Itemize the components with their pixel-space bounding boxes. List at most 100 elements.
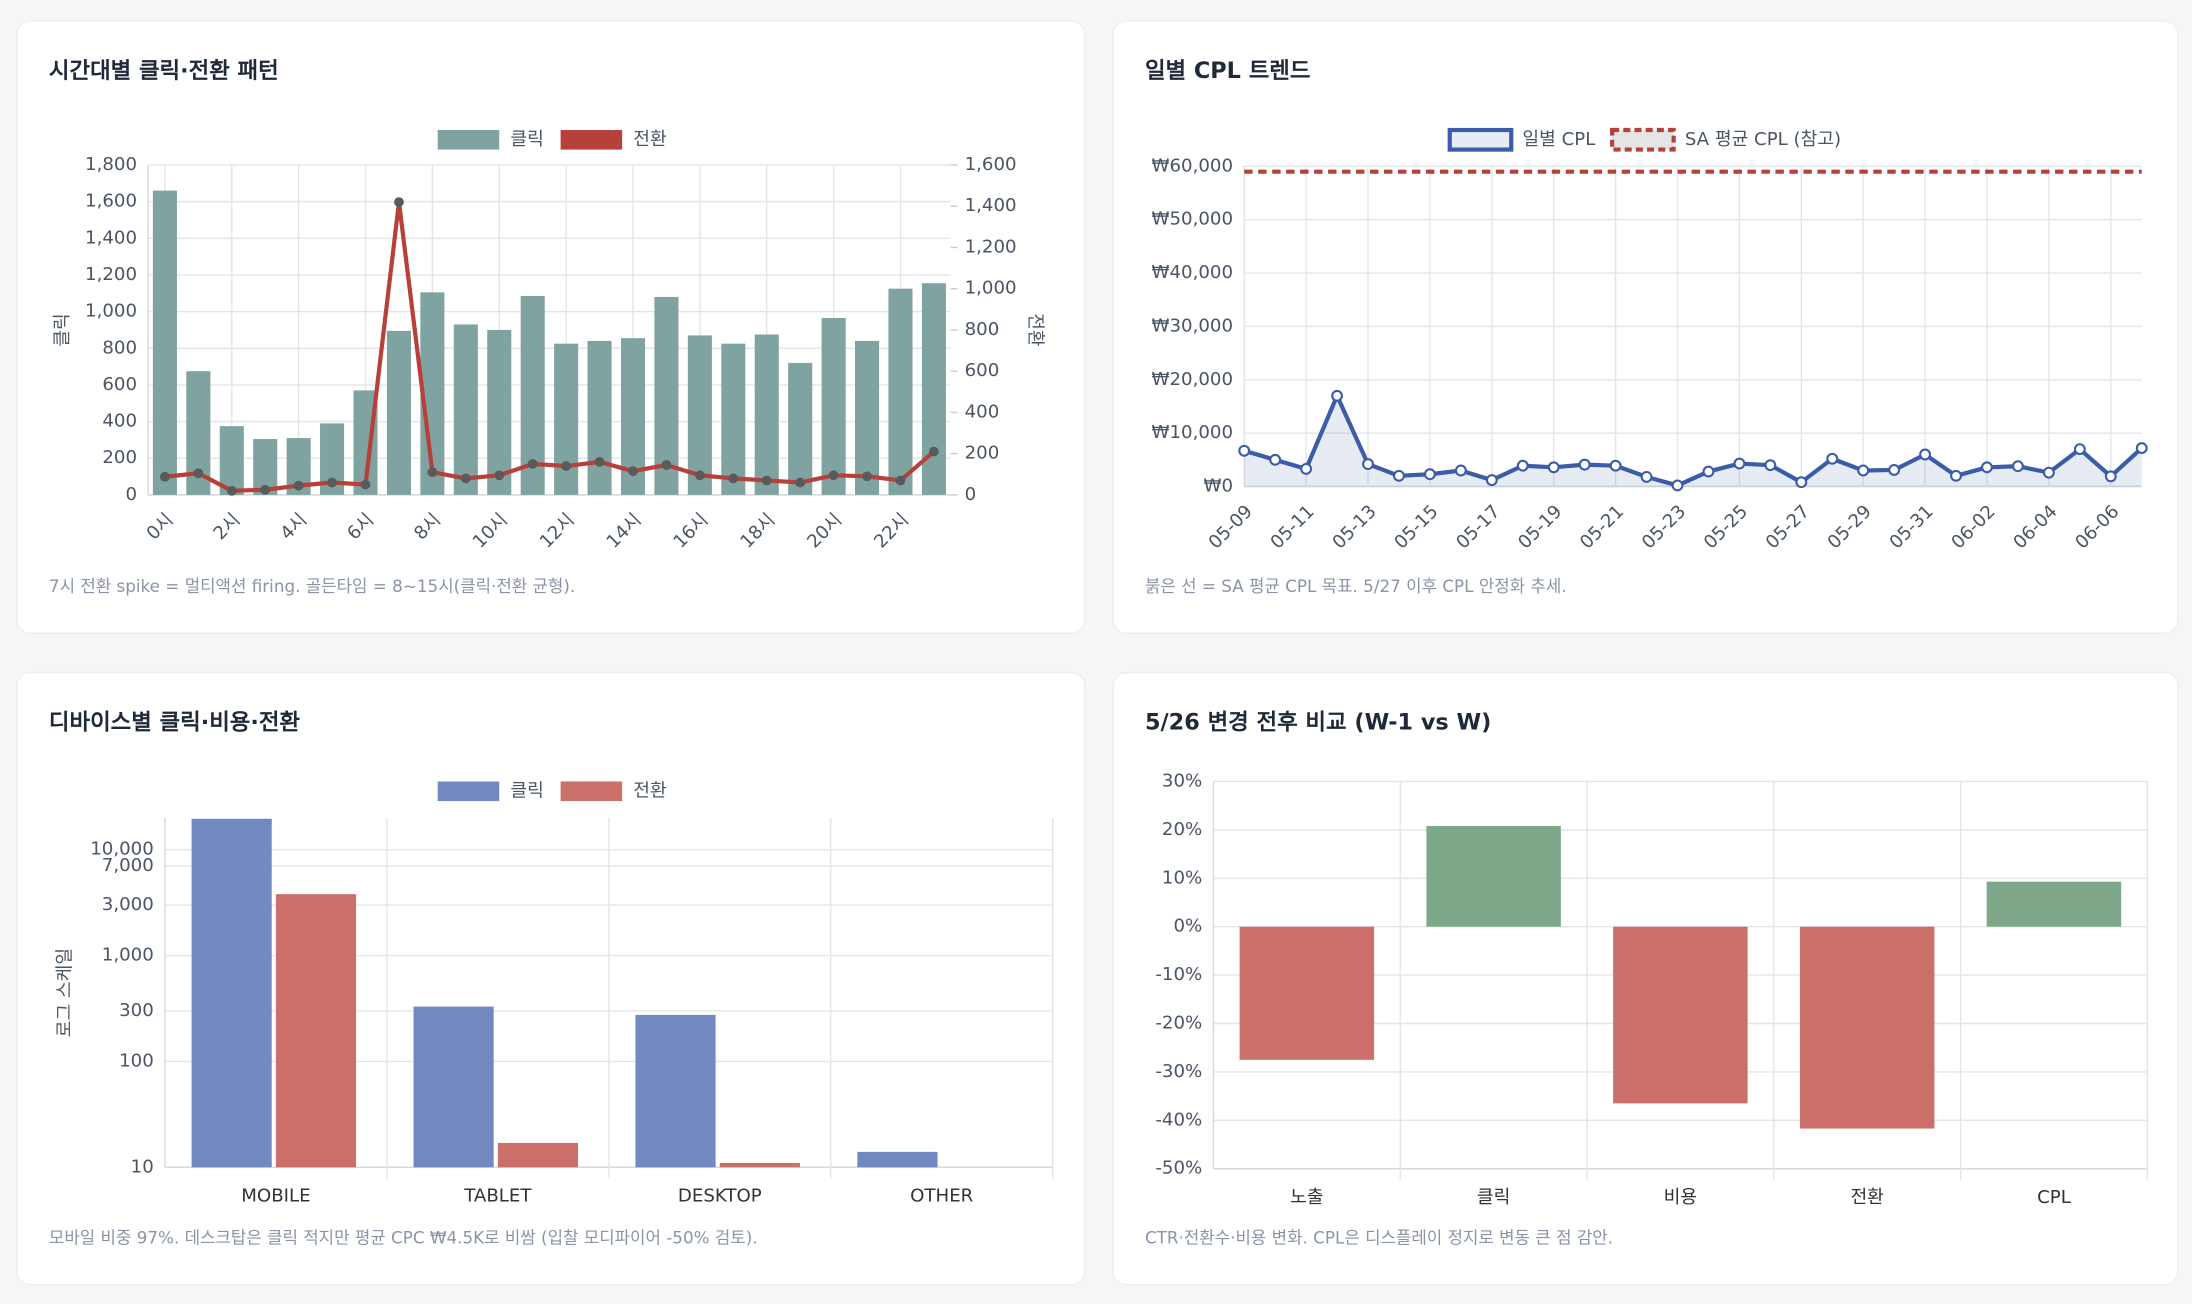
y-tick-label: ₩30,000 xyxy=(1152,315,1233,336)
line-point xyxy=(1702,465,1715,478)
y-tick-label: 300 xyxy=(119,1000,154,1021)
line-point xyxy=(394,197,404,207)
line-point xyxy=(661,460,672,470)
legend-label: SA 평균 CPL (참고) xyxy=(1685,129,1841,150)
x-tick-label: MOBILE xyxy=(241,1186,310,1207)
line-point xyxy=(2104,470,2117,483)
y2-tick-label: 800 xyxy=(965,319,1000,340)
y2-axis-label: 전환 xyxy=(1025,313,1046,347)
line-point xyxy=(226,485,237,496)
line-point xyxy=(1238,444,1251,457)
legend: 클릭 전환 xyxy=(437,780,667,802)
y-tick-label: -40% xyxy=(1155,1109,1202,1130)
legend-label: 전환 xyxy=(633,780,667,801)
bar xyxy=(1239,926,1375,1060)
y-tick-label: 1,600 xyxy=(85,191,137,212)
x-tick-label: TABLET xyxy=(463,1186,532,1207)
y2-tick-label: 1,200 xyxy=(965,236,1017,257)
y-axis-label: 클릭 xyxy=(52,313,73,346)
y-tick-label: 100 xyxy=(119,1050,154,1071)
line-point xyxy=(193,468,204,479)
y-tick-label: 600 xyxy=(102,374,137,395)
line-point xyxy=(360,479,371,490)
bar xyxy=(1799,926,1935,1129)
line-point xyxy=(1609,459,1622,472)
dashboard-root: 시간대별 클릭·전환 패턴 7시 전환 spike = 멀티액션 firing. … xyxy=(16,20,2179,1286)
bar xyxy=(821,318,846,495)
legend-label: 전환 xyxy=(633,129,667,150)
bar xyxy=(857,1151,938,1168)
y-tick-label: -20% xyxy=(1155,1013,1202,1034)
y-tick-label: 400 xyxy=(102,411,137,432)
line-point xyxy=(2042,466,2055,479)
bar xyxy=(152,190,177,495)
line-point xyxy=(1919,448,1932,461)
legend-swatch xyxy=(560,781,623,802)
y-tick-label: 1,400 xyxy=(85,227,137,248)
bar xyxy=(413,1006,494,1168)
line-point xyxy=(1454,464,1467,477)
legend-swatch xyxy=(1447,127,1514,152)
line-point xyxy=(862,471,872,482)
legend: 일별 CPL SA 평균 CPL (참고) xyxy=(1447,127,1841,152)
line-point xyxy=(1578,458,1591,471)
y-tick-label: 10,000 xyxy=(90,839,154,860)
y2-tick-label: 0 xyxy=(965,484,977,505)
line-point xyxy=(561,461,572,471)
bar xyxy=(587,340,612,495)
y-tick-label: 0% xyxy=(1173,916,1202,937)
line xyxy=(164,199,936,493)
line-point xyxy=(1393,469,1405,482)
line-point xyxy=(1640,470,1653,483)
legend-label: 클릭 xyxy=(510,780,543,801)
line-point xyxy=(728,473,739,484)
line-point xyxy=(427,467,438,478)
line-point xyxy=(327,477,337,488)
y2-tick-label: 1,400 xyxy=(965,195,1017,216)
legend-swatch xyxy=(437,130,500,150)
line-point xyxy=(1423,468,1436,481)
x-tick-label: 전환 xyxy=(1850,1187,1884,1208)
line-point xyxy=(527,459,538,469)
line-point xyxy=(828,470,839,481)
line-point xyxy=(1269,453,1282,466)
line-point xyxy=(929,446,939,457)
legend: 클릭 전환 xyxy=(437,129,667,150)
legend-label: 클릭 xyxy=(510,129,543,150)
bar xyxy=(191,818,272,1168)
line-point xyxy=(1888,464,1901,476)
bar xyxy=(888,288,913,495)
y-tick-label: 800 xyxy=(102,337,137,358)
y-tick-label: 0 xyxy=(125,484,137,505)
line-point xyxy=(494,470,505,481)
line-point xyxy=(1857,464,1870,477)
bar xyxy=(554,343,579,495)
chart-note: 붉은 선 = SA 평균 CPL 목표. 5/27 이후 CPL 안정화 추세. xyxy=(1145,576,1567,596)
bar xyxy=(719,1162,800,1168)
y2-tick-label: 1,000 xyxy=(965,278,1017,299)
bar xyxy=(1986,881,2122,927)
x-tick-label: 노출 xyxy=(1290,1187,1323,1208)
y-tick-label: 10 xyxy=(131,1156,154,1177)
line-point xyxy=(795,477,806,488)
line-point xyxy=(1547,461,1560,474)
y-tick-label: -10% xyxy=(1155,964,1202,985)
chart-title: 일별 CPL 트렌드 xyxy=(1145,58,1310,84)
line-point xyxy=(1516,459,1529,472)
bar xyxy=(386,330,411,495)
y2-tick-label: 200 xyxy=(965,443,1000,464)
line-point xyxy=(594,457,605,467)
y-tick-label: 200 xyxy=(102,447,137,468)
y-tick-label: ₩20,000 xyxy=(1152,369,1233,390)
chart-title: 디바이스별 클릭·비용·전환 xyxy=(49,709,300,735)
bar xyxy=(487,329,512,495)
y-tick-label: 1,000 xyxy=(85,301,137,322)
line-point xyxy=(1331,389,1344,402)
bar xyxy=(855,340,880,495)
line-point xyxy=(460,473,471,484)
y-tick-label: 1,000 xyxy=(102,945,154,966)
y-tick-label: 7,000 xyxy=(102,855,154,876)
y2-tick-label: 600 xyxy=(965,360,1000,381)
